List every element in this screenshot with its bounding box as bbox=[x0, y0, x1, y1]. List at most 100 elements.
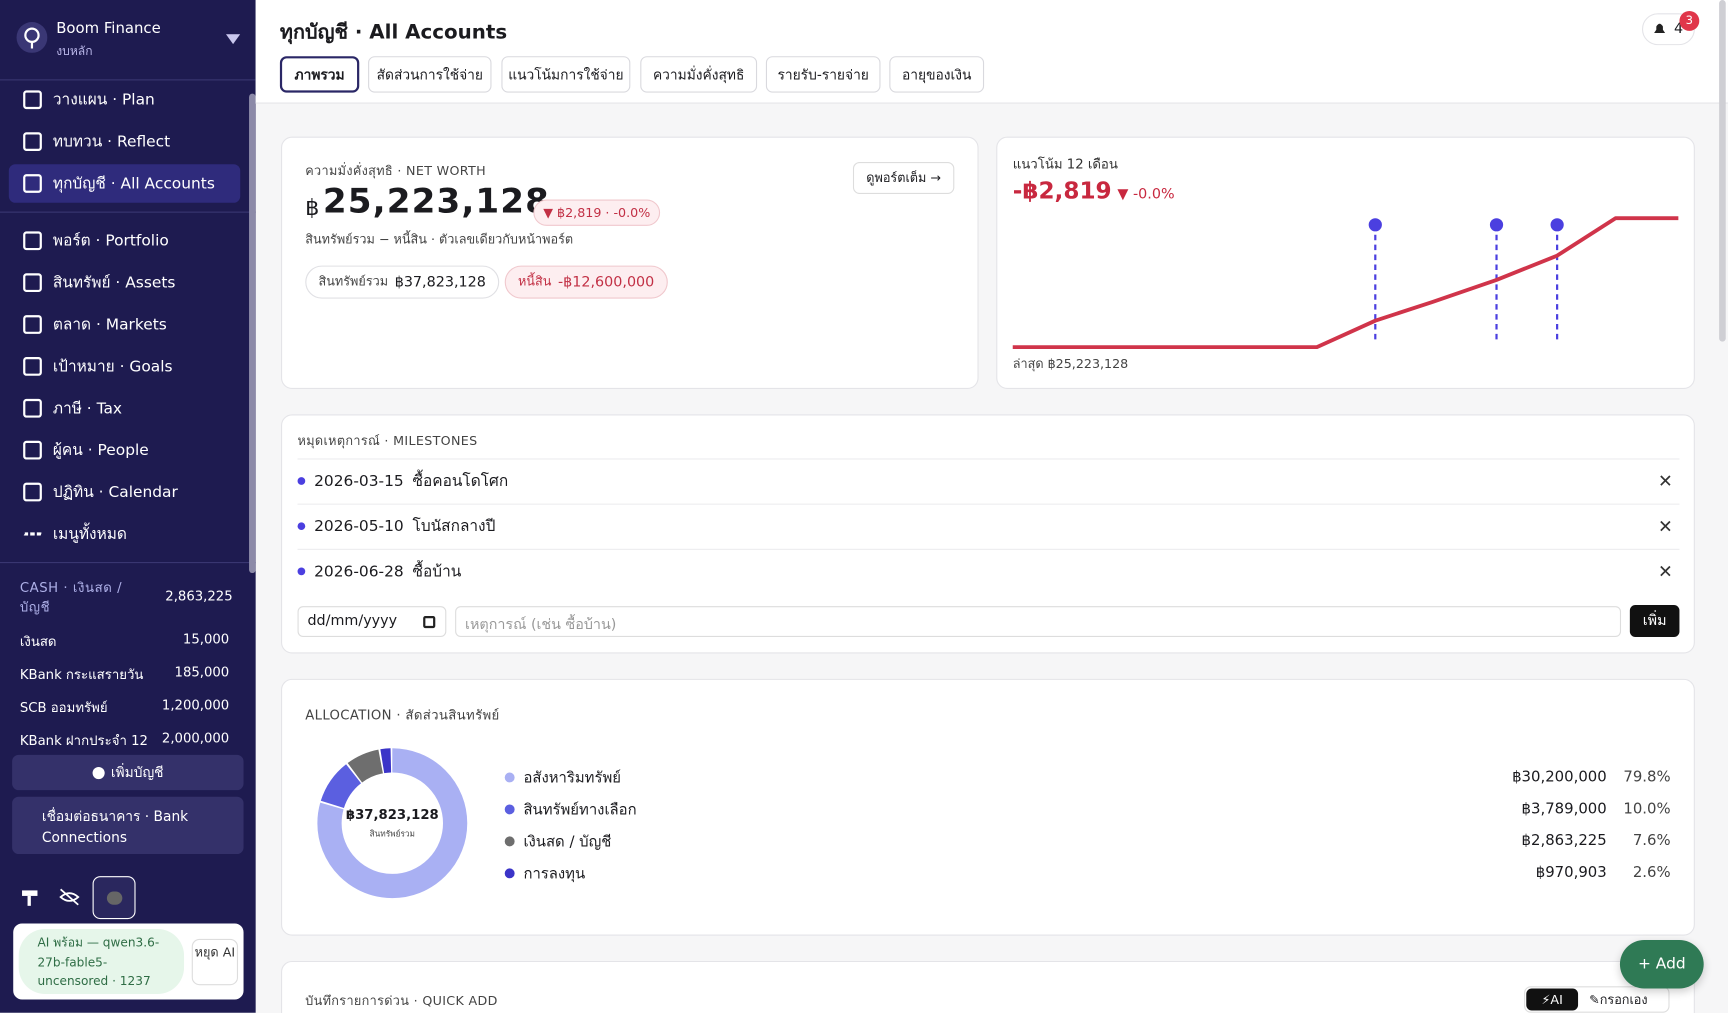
tab[interactable]: สัดส่วนการใช้จ่าย bbox=[368, 56, 492, 93]
nav-label: เป้าหมาย · Goals bbox=[52, 357, 173, 376]
account-row[interactable]: KBank กระแสรายวัน 185,000 bbox=[20, 665, 229, 686]
milestones-card bbox=[281, 414, 1695, 654]
toolbar-icons bbox=[22, 888, 80, 906]
remove-milestone[interactable]: ✕ bbox=[1658, 515, 1673, 537]
page-scrollbar bbox=[1719, 0, 1726, 342]
date-input[interactable]: dd/mm/yyyy bbox=[297, 606, 447, 637]
milestone-row: 2026-05-10 โบนัสกลางปี ✕ bbox=[297, 503, 1680, 548]
nav-item[interactable]: สินทรัพย์ · Assets bbox=[9, 263, 240, 302]
milestone-date: 2026-05-10 bbox=[314, 517, 404, 536]
ai-status-box: AI พร้อม — qwen3.6-27b-fable5-uncensored… bbox=[13, 923, 244, 1000]
nav-label: ตลาด · Markets bbox=[52, 315, 167, 334]
tab[interactable]: อายุของเงิน bbox=[889, 56, 985, 93]
category-percent: 79.8% bbox=[1623, 768, 1671, 786]
nav-label: เมนูทั้งหมด bbox=[52, 525, 127, 543]
allocation-row: อสังหาริมทรัพย์ ฿30,200,000 79.8% bbox=[504, 765, 1673, 789]
category-amount: ฿2,863,225 bbox=[1521, 832, 1607, 850]
bank-connections-label: เชื่อมต่อธนาคาร · Bank Connections bbox=[41, 807, 189, 846]
divider bbox=[0, 562, 256, 564]
category-amount: ฿3,789,000 bbox=[1521, 800, 1607, 818]
nav-item[interactable]: เป้าหมาย · Goals bbox=[9, 347, 240, 386]
nav-item[interactable]: ทบทวน · Reflect bbox=[9, 122, 240, 161]
nav-item[interactable]: พอร์ต · Portfolio bbox=[9, 222, 240, 261]
remove-milestone[interactable]: ✕ bbox=[1658, 470, 1673, 492]
tab[interactable]: ภาพรวม bbox=[279, 56, 360, 93]
category-name: การลงทุน bbox=[523, 865, 586, 883]
milestone-date: 2026-06-28 bbox=[314, 562, 404, 581]
manual-mode-button[interactable]: ✎กรอกเอง bbox=[1589, 991, 1648, 1008]
divider bbox=[0, 79, 256, 81]
calendar-icon bbox=[423, 616, 436, 629]
manual-mode-label: กรอกเอง bbox=[1599, 991, 1648, 1008]
remove-milestone[interactable]: ✕ bbox=[1658, 560, 1673, 582]
assets-label: สินทรัพย์รวม bbox=[318, 273, 389, 289]
nav-item[interactable]: ปฏิทิน · Calendar bbox=[9, 473, 240, 512]
portfolio-link[interactable]: ดูพอร์ตเต็ม → bbox=[852, 161, 955, 194]
category-percent: 7.6% bbox=[1632, 832, 1671, 850]
currency-symbol: ฿ bbox=[305, 193, 320, 221]
allocation-title: ALLOCATION · สัดส่วนสินทรัพย์ bbox=[305, 707, 500, 723]
org-dropdown[interactable] bbox=[225, 34, 241, 45]
liabilities-label: หนี้สิน bbox=[517, 273, 552, 289]
account-amount: 185,000 bbox=[174, 664, 230, 680]
ai-mode-button[interactable]: ⚡AI bbox=[1526, 988, 1579, 1011]
donut-total-label: สินทรัพย์รวม bbox=[369, 828, 416, 839]
plus-icon bbox=[92, 766, 105, 779]
trend-title: แนวโน้ม 12 เดือน bbox=[1012, 156, 1118, 172]
nav-item[interactable]: ภาษี · Tax bbox=[9, 389, 240, 428]
nav-label: วางแผน · Plan bbox=[52, 90, 155, 109]
add-account-button[interactable]: เพิ่มบัญชี bbox=[12, 754, 244, 791]
nav-icon bbox=[23, 231, 42, 251]
notification-badge: 3 bbox=[1679, 11, 1700, 31]
ai-stop-button[interactable]: หยุด AI bbox=[191, 938, 239, 986]
nav-label: ปฏิทิน · Calendar bbox=[52, 483, 178, 501]
cash-header: CASH · เงินสด / บัญชี bbox=[19, 579, 123, 615]
tab[interactable]: แนวโน้มการใช้จ่าย bbox=[501, 56, 631, 93]
org-name: Boom Finance bbox=[56, 19, 161, 38]
nav-label: ภาษี · Tax bbox=[52, 399, 123, 418]
account-name: SCB ออมทรัพย์ bbox=[19, 699, 108, 716]
quick-add-title: บันทึกรายการด่วน · QUICK ADD bbox=[305, 992, 498, 1009]
nav-label: ทุกบัญชี · All Accounts bbox=[52, 174, 215, 193]
sidebar: Boom Finance งบหลัก วางแผน · Plan ทบทวน ·… bbox=[0, 0, 256, 1013]
nav-icon bbox=[23, 398, 42, 418]
nav-label: ผู้คน · People bbox=[52, 441, 149, 459]
add-fab[interactable]: + Add bbox=[1619, 940, 1704, 989]
org-logo bbox=[16, 22, 48, 53]
nav-item[interactable]: วางแผน · Plan bbox=[9, 80, 240, 119]
nav-item[interactable]: ตลาด · Markets bbox=[9, 305, 240, 344]
net-worth-change: ▼ ฿2,819 · -0.0% bbox=[533, 199, 661, 226]
milestone-dots bbox=[1368, 218, 1564, 232]
net-worth-value: 25,223,128 bbox=[322, 181, 551, 222]
page-title: ทุกบัญชี · All Accounts bbox=[279, 20, 508, 45]
donut-total: ฿37,823,128 bbox=[345, 806, 439, 823]
assets-value: ฿37,823,128 bbox=[394, 273, 486, 291]
tab[interactable]: รายรับ-รายจ่าย bbox=[765, 56, 881, 93]
account-row[interactable]: เงินสด 15,000 bbox=[20, 631, 229, 652]
nav-icon bbox=[23, 273, 42, 293]
account-amount: 2,000,000 bbox=[161, 730, 230, 747]
bank-connections-button[interactable]: เชื่อมต่อธนาคาร · Bank Connections bbox=[12, 796, 244, 855]
nav-label: ทบทวน · Reflect bbox=[52, 132, 171, 151]
nav-label: พอร์ต · Portfolio bbox=[52, 231, 169, 250]
milestone-dot bbox=[297, 477, 306, 485]
chat-icon bbox=[106, 891, 123, 905]
donut-segment bbox=[317, 748, 468, 899]
allocation-row: เงินสด / บัญชี ฿2,863,225 7.6% bbox=[504, 829, 1673, 853]
nav-icon bbox=[23, 532, 42, 536]
category-percent: 10.0% bbox=[1623, 800, 1671, 818]
nav-item[interactable]: ทุกบัญชี · All Accounts bbox=[8, 164, 241, 203]
category-name: อสังหาริมทรัพย์ bbox=[523, 769, 622, 787]
nav-item[interactable]: เมนูทั้งหมด bbox=[9, 515, 240, 554]
liabilities-pill: หนี้สิน -฿12,600,000 bbox=[504, 265, 668, 299]
allocation-row: การลงทุน ฿970,903 2.6% bbox=[504, 861, 1673, 885]
event-input[interactable]: เหตุการณ์ (เช่น ซื้อบ้าน) bbox=[455, 606, 1622, 637]
chat-button[interactable] bbox=[92, 876, 136, 920]
nav-item[interactable]: ผู้คน · People bbox=[9, 431, 240, 470]
add-milestone-button[interactable]: เพิ่ม bbox=[1629, 604, 1680, 637]
account-row[interactable]: SCB ออมทรัพย์ 1,200,000 bbox=[20, 698, 229, 719]
divider bbox=[0, 211, 256, 213]
tab[interactable]: ความมั่งคั่งสุทธิ bbox=[640, 56, 758, 93]
milestone-label: ซื้อคอนโดโศก bbox=[412, 472, 509, 490]
category-name: เงินสด / บัญชี bbox=[523, 833, 612, 851]
